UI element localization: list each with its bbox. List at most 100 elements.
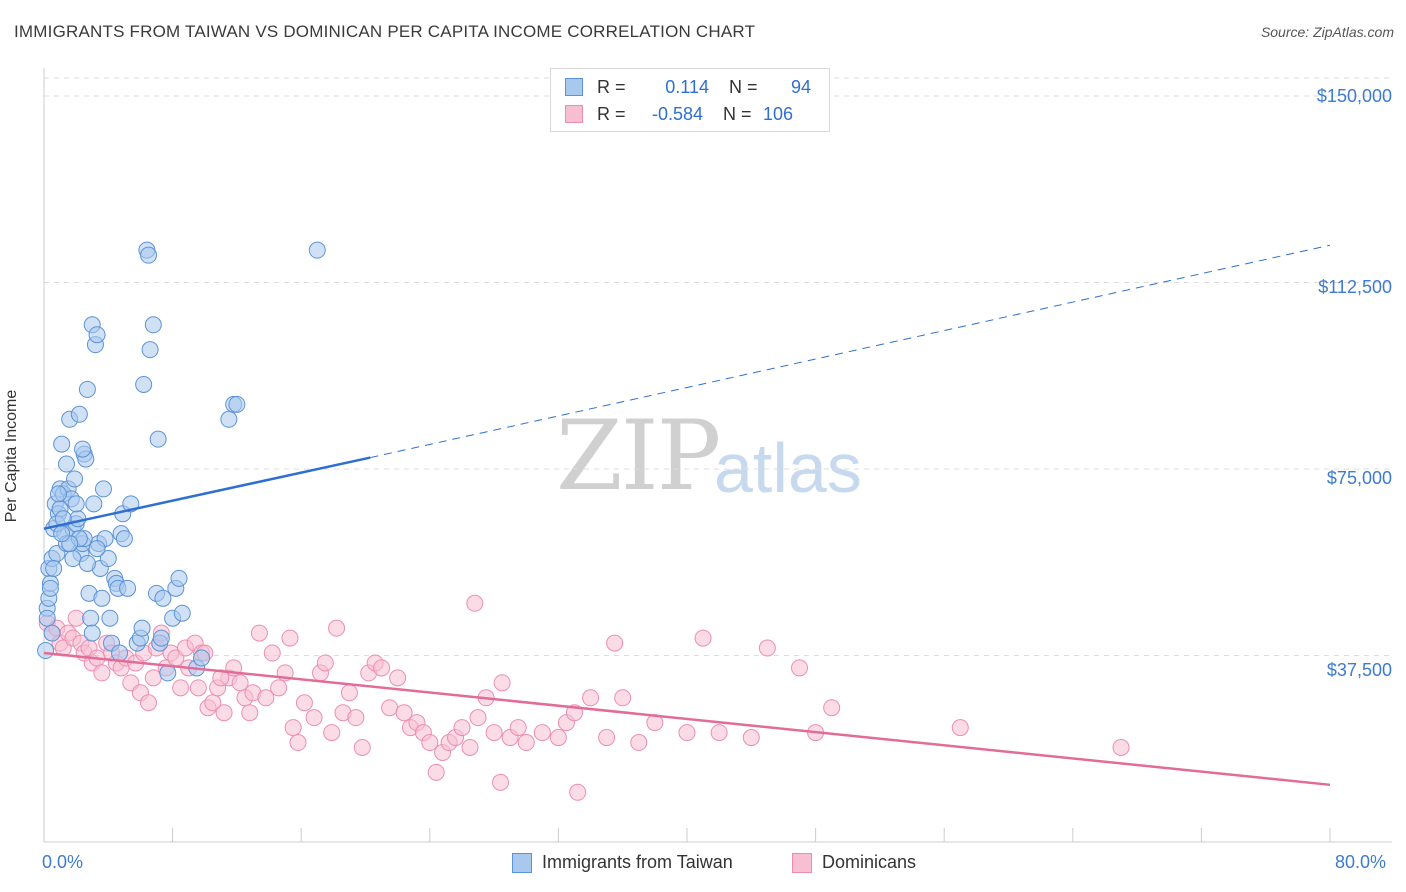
taiwan-trend-line bbox=[43, 456, 371, 530]
taiwan-point bbox=[88, 326, 106, 344]
dominicans-point bbox=[453, 719, 471, 737]
taiwan-point bbox=[154, 589, 172, 607]
watermark-atlas: atlas bbox=[714, 429, 862, 507]
legend-item-taiwan: Immigrants from Taiwan bbox=[512, 852, 733, 873]
legend-n-value: 94 bbox=[790, 76, 811, 97]
dominicans-point bbox=[427, 763, 445, 781]
dominicans-point bbox=[710, 724, 728, 742]
legend-n-key: N = bbox=[729, 76, 758, 97]
taiwan-point bbox=[94, 480, 112, 498]
dominicans-point bbox=[250, 624, 268, 642]
taiwan-point bbox=[53, 435, 71, 453]
taiwan-point bbox=[135, 375, 153, 393]
taiwan-point bbox=[69, 510, 87, 528]
dominicans-point bbox=[758, 639, 776, 657]
dominicans-point bbox=[791, 659, 809, 677]
taiwan-point bbox=[70, 405, 88, 423]
legend-r-key: R = bbox=[597, 76, 626, 97]
dominicans-point bbox=[742, 729, 760, 747]
taiwan-point bbox=[139, 246, 157, 264]
dominicans-point bbox=[493, 674, 511, 692]
legend-bottom-swatch-dominicans bbox=[792, 852, 812, 873]
dominicans-point bbox=[461, 739, 479, 757]
dominicans-point bbox=[569, 783, 587, 801]
taiwan-point bbox=[74, 440, 92, 458]
legend-r-value: 0.114 bbox=[665, 76, 709, 97]
legend-r-key: R = bbox=[597, 103, 626, 124]
chart-source: Source: ZipAtlas.com bbox=[1260, 24, 1394, 40]
dominicans-point bbox=[67, 609, 85, 627]
dominicans-point bbox=[373, 659, 391, 677]
taiwan-point bbox=[58, 455, 76, 473]
dominicans-point bbox=[328, 619, 346, 637]
legend-swatch-taiwan bbox=[565, 78, 583, 96]
legend-n-value: 106 bbox=[763, 103, 794, 124]
taiwan-point bbox=[78, 380, 96, 398]
dominicans-point bbox=[395, 704, 413, 722]
taiwan-point bbox=[83, 624, 101, 642]
dominicans-point bbox=[606, 634, 624, 652]
legend-r-value: -0.584 bbox=[651, 103, 703, 124]
taiwan-point bbox=[111, 644, 129, 662]
dominicans-point bbox=[305, 709, 323, 727]
dominicans-point bbox=[189, 679, 207, 697]
taiwan-point bbox=[228, 395, 246, 413]
dominicans-point bbox=[492, 773, 510, 791]
taiwan-point bbox=[101, 609, 119, 627]
taiwan-point bbox=[173, 604, 191, 622]
taiwan-point bbox=[66, 470, 84, 488]
taiwan-point bbox=[93, 589, 111, 607]
taiwan-point bbox=[45, 559, 63, 577]
dominicans-point bbox=[263, 644, 281, 662]
x-tick-label-min: 0.0% bbox=[42, 852, 84, 872]
dominicans-point bbox=[614, 689, 632, 707]
dominicans-point bbox=[284, 719, 302, 737]
legend-bottom-label-dominicans: Dominicans bbox=[822, 852, 917, 872]
dominicans-point bbox=[694, 629, 712, 647]
taiwan-point bbox=[38, 609, 56, 627]
taiwan-point bbox=[119, 579, 137, 597]
dominicans-point bbox=[353, 739, 371, 757]
dominicans-point bbox=[678, 724, 696, 742]
taiwan-point bbox=[49, 485, 67, 503]
dominicans-point bbox=[281, 629, 299, 647]
taiwan-point bbox=[67, 495, 85, 513]
dominicans-point bbox=[389, 669, 407, 687]
dominicans-trend-line bbox=[43, 651, 1331, 787]
dominicans-point bbox=[509, 719, 527, 737]
dominicans-point bbox=[270, 679, 288, 697]
dominicans-point bbox=[466, 594, 484, 612]
taiwan-point bbox=[37, 642, 55, 660]
dominicans-point bbox=[93, 664, 111, 682]
taiwan-point bbox=[170, 569, 188, 587]
taiwan-point bbox=[149, 430, 167, 448]
dominicans-point bbox=[598, 729, 616, 747]
dominicans-point bbox=[340, 684, 358, 702]
taiwan-point bbox=[220, 410, 238, 428]
legend-item-dominicans: Dominicans bbox=[792, 852, 916, 873]
dominicans-point bbox=[951, 719, 969, 737]
x-tick-label-max: 80.0% bbox=[1335, 852, 1387, 872]
legend-row-dominicans: R = -0.584 N = 106 bbox=[565, 102, 799, 126]
taiwan-point bbox=[88, 540, 106, 558]
taiwan-trend-extension bbox=[370, 244, 1331, 459]
taiwan-point bbox=[53, 525, 71, 543]
dominicans-point bbox=[257, 689, 275, 707]
taiwan-point bbox=[43, 624, 61, 642]
taiwan-point bbox=[64, 550, 82, 568]
taiwan-point bbox=[115, 530, 133, 548]
taiwan-point bbox=[152, 629, 170, 647]
y-tick-label-112500: $112,500 bbox=[1318, 277, 1392, 297]
legend-bottom-label-taiwan: Immigrants from Taiwan bbox=[542, 852, 733, 872]
y-tick-label-37500: $37,500 bbox=[1326, 660, 1392, 680]
dominicans-point bbox=[289, 734, 307, 752]
dominicans-point bbox=[533, 724, 551, 742]
dominicans-point bbox=[517, 734, 535, 752]
taiwan-point bbox=[78, 554, 96, 572]
legend-swatch-dominicans bbox=[565, 105, 583, 123]
taiwan-point bbox=[133, 619, 151, 637]
dominicans-point bbox=[139, 694, 157, 712]
dominicans-point bbox=[172, 679, 190, 697]
legend-bottom-swatch-taiwan bbox=[512, 852, 532, 873]
